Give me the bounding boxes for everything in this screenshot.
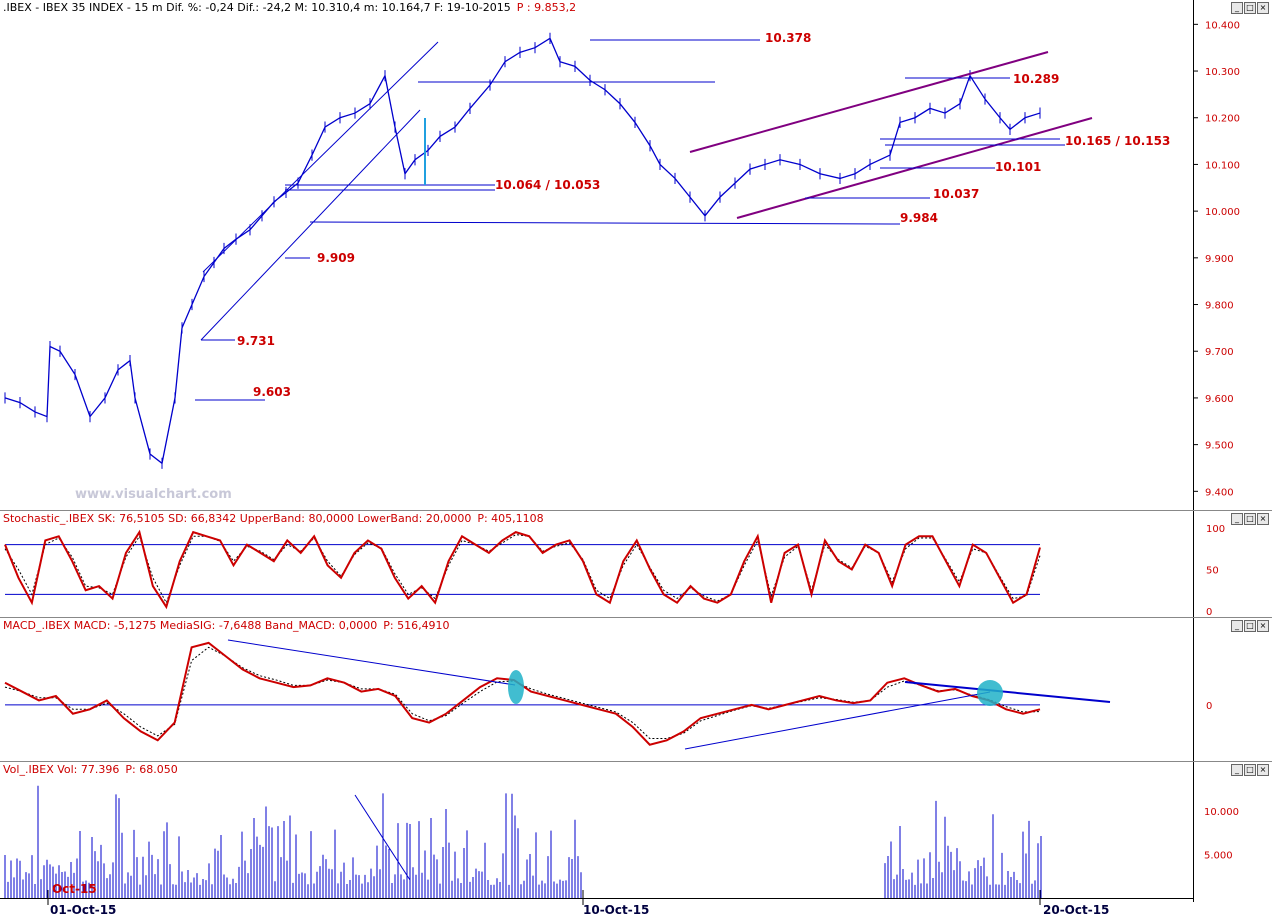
stoch-header-text: Stochastic_.IBEX SK: 76,5105 SD: 66,8342…	[3, 512, 472, 525]
price-annotation: 9.909	[317, 251, 355, 265]
stoch-header-p: P: 405,1108	[477, 512, 544, 525]
stoch-header: Stochastic_.IBEX SK: 76,5105 SD: 66,8342…	[0, 511, 1193, 526]
stoch-minimize-button[interactable]: _	[1231, 513, 1243, 525]
pane-separator	[0, 617, 1272, 618]
x-tick-label: 10-Oct-15	[583, 903, 650, 917]
trend-channel-lower	[200, 109, 421, 341]
price-annotation: 9.984	[900, 211, 938, 225]
vol-y-tick-label: 10.000	[1204, 807, 1239, 818]
x-tick-label: 01-Oct-15	[50, 903, 117, 917]
price-pane-header: .IBEX - IBEX 35 INDEX - 15 m Dif. %: -0,…	[0, 0, 1193, 15]
macd-maximize-button[interactable]: □	[1244, 620, 1256, 632]
vol-date-label: Oct-15	[52, 882, 97, 896]
macd-trendline	[684, 691, 991, 750]
macd-header-text: MACD_.IBEX MACD: -5,1275 MediaSIG: -7,64…	[3, 619, 378, 632]
price-y-tick-label: 9.600	[1205, 394, 1234, 405]
price-y-tick-label: 9.800	[1205, 301, 1234, 312]
vol-minimize-button[interactable]: _	[1231, 764, 1243, 776]
close-button[interactable]: ×	[1257, 2, 1269, 14]
price-series	[4, 37, 1041, 465]
price-annotation: 9.603	[253, 385, 291, 399]
stoch-sk-line	[4, 529, 1041, 610]
price-y-tick-label: 10.100	[1205, 160, 1240, 171]
vol-y-tick-label: 5.000	[1204, 850, 1233, 861]
price-annotation: 10.101	[995, 160, 1041, 174]
vol-maximize-button[interactable]: □	[1244, 764, 1256, 776]
volume-trendline	[354, 794, 411, 881]
vol-header-text: Vol_.IBEX Vol: 77.396	[3, 763, 120, 776]
date-axis-line	[0, 898, 1193, 899]
stoch-maximize-button[interactable]: □	[1244, 513, 1256, 525]
trend-channel-upper	[202, 41, 439, 273]
price-annotation: 10.064 / 10.053	[495, 178, 600, 192]
vol-axis	[1193, 762, 1272, 902]
macd-header-p: P: 516,4910	[383, 619, 450, 632]
stoch-close-button[interactable]: ×	[1257, 513, 1269, 525]
price-y-tick-label: 9.700	[1205, 347, 1234, 358]
price-y-tick-label: 10.000	[1205, 207, 1240, 218]
macd-trendline	[227, 639, 516, 686]
support-line	[309, 221, 901, 225]
price-y-tick-label: 10.400	[1205, 20, 1240, 31]
macd-y-tick-label: 0	[1206, 701, 1212, 712]
macd-highlight	[508, 670, 524, 704]
maximize-button[interactable]: □	[1244, 2, 1256, 14]
stoch-y-tick-label: 50	[1206, 566, 1219, 577]
channel-upper	[689, 51, 1049, 153]
stoch-y-tick-label: 0	[1206, 607, 1212, 618]
price-y-tick-label: 10.300	[1205, 67, 1240, 78]
price-y-tick-label: 9.500	[1205, 441, 1234, 452]
price-header-text: .IBEX - IBEX 35 INDEX - 15 m Dif. %: -0,…	[3, 1, 511, 14]
price-y-tick-label: 9.900	[1205, 254, 1234, 265]
macd-pane: MACD_.IBEX MACD: -5,1275 MediaSIG: -7,64…	[0, 618, 1272, 761]
macd-axis	[1193, 618, 1272, 761]
stoch-y-tick-label: 100	[1206, 524, 1225, 535]
macd-close-button[interactable]: ×	[1257, 620, 1269, 632]
price-y-tick-label: 9.400	[1205, 487, 1234, 498]
price-annotation: 9.731	[237, 334, 275, 348]
vol-header-p: P: 68.050	[125, 763, 178, 776]
price-header-p: P : 9.853,2	[516, 1, 577, 14]
vol-header: Vol_.IBEX Vol: 77.396 P: 68.050	[0, 762, 1193, 777]
price-axis	[1193, 0, 1272, 510]
macd-highlight	[977, 680, 1003, 706]
vol-close-button[interactable]: ×	[1257, 764, 1269, 776]
price-y-tick-label: 10.200	[1205, 114, 1240, 125]
macd-minimize-button[interactable]: _	[1231, 620, 1243, 632]
price-annotation: 10.037	[933, 187, 979, 201]
price-annotation: 10.289	[1013, 72, 1059, 86]
stoch-axis	[1193, 511, 1272, 617]
price-pane: .IBEX - IBEX 35 INDEX - 15 m Dif. %: -0,…	[0, 0, 1272, 510]
volume-pane: Vol_.IBEX Vol: 77.396 P: 68.050 _ □ ×	[0, 762, 1272, 902]
price-annotation: 10.378	[765, 31, 811, 45]
x-tick-label: 20-Oct-15	[1043, 903, 1110, 917]
macd-header: MACD_.IBEX MACD: -5,1275 MediaSIG: -7,64…	[0, 618, 1193, 633]
watermark: www.visualchart.com	[75, 487, 232, 502]
minimize-button[interactable]: _	[1231, 2, 1243, 14]
pane-separator	[0, 510, 1272, 511]
stochastic-pane: Stochastic_.IBEX SK: 76,5105 SD: 66,8342…	[0, 511, 1272, 617]
price-annotation: 10.165 / 10.153	[1065, 134, 1170, 148]
pane-separator	[0, 761, 1272, 762]
macd-trendline	[904, 681, 1111, 703]
